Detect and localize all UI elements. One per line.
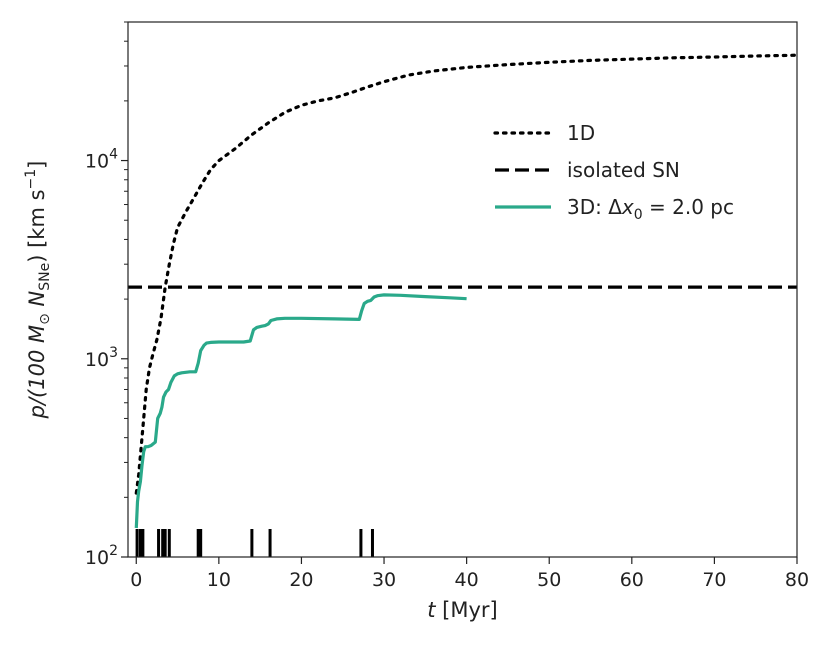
x-tick-label: 30: [372, 569, 396, 591]
x-tick-label: 70: [702, 569, 726, 591]
legend: 1D isolated SN 3D: Δx0 = 2.0 pc: [493, 121, 734, 223]
plot-frame: [127, 21, 798, 558]
axes: 0 10 20 30 40 50 60 70 80 102 103 104: [85, 21, 809, 591]
sn-event-markers: [135, 529, 374, 557]
x-tick-label: 0: [130, 569, 142, 591]
legend-label-2: 3D: Δx0 = 2.0 pc: [567, 195, 734, 223]
x-tick-label: 80: [785, 569, 809, 591]
series-line-0: [134, 53, 797, 495]
legend-label-0: 1D: [567, 121, 595, 145]
y-tick-label: 102: [85, 543, 118, 569]
y-tick-label: 103: [85, 345, 118, 371]
y-tick-label: 104: [85, 147, 118, 173]
x-tick-label: 10: [207, 569, 231, 591]
y-axis-label: p/(100 M⊙ NSNe) [km s−1]: [23, 161, 53, 420]
legend-label-1: isolated SN: [567, 158, 680, 182]
x-tick-label: 50: [537, 569, 561, 591]
x-axis-label: t [Myr]: [427, 598, 497, 622]
x-tick-label: 40: [455, 569, 479, 591]
axis-labels: t [Myr] p/(100 M⊙ NSNe) [km s−1]: [23, 161, 498, 622]
series-line-2: [134, 293, 467, 529]
series-group: [128, 53, 797, 529]
x-tick-label: 20: [289, 569, 313, 591]
x-tick-label: 60: [620, 569, 644, 591]
